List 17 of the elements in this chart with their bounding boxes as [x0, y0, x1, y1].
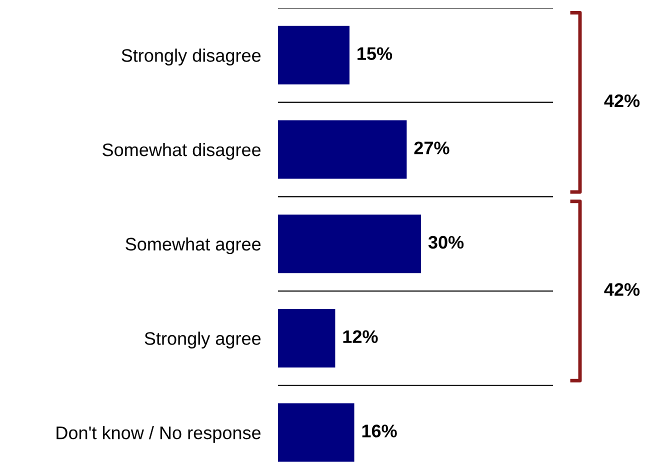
data-label: 16%: [362, 424, 397, 438]
bar: [278, 308, 336, 368]
text: 42%: [604, 94, 640, 108]
data-label: 27%: [414, 142, 450, 154]
bar: [278, 26, 350, 84]
data-label: 12%: [343, 330, 378, 344]
data-label: 30%: [428, 236, 464, 249]
bar: [278, 120, 407, 179]
y-tick-label: Strongly disagree: [122, 48, 261, 66]
data-label: 15%: [358, 47, 392, 60]
text: 42%: [604, 283, 640, 296]
bar: [278, 214, 421, 274]
y-tick-label: Somewhat disagree: [102, 142, 261, 160]
bar: [278, 403, 354, 462]
y-tick-label: Don't know / No response: [56, 426, 261, 443]
y-tick-label: Somewhat agree: [126, 237, 261, 254]
y-tick-label: Strongly agree: [144, 332, 261, 348]
